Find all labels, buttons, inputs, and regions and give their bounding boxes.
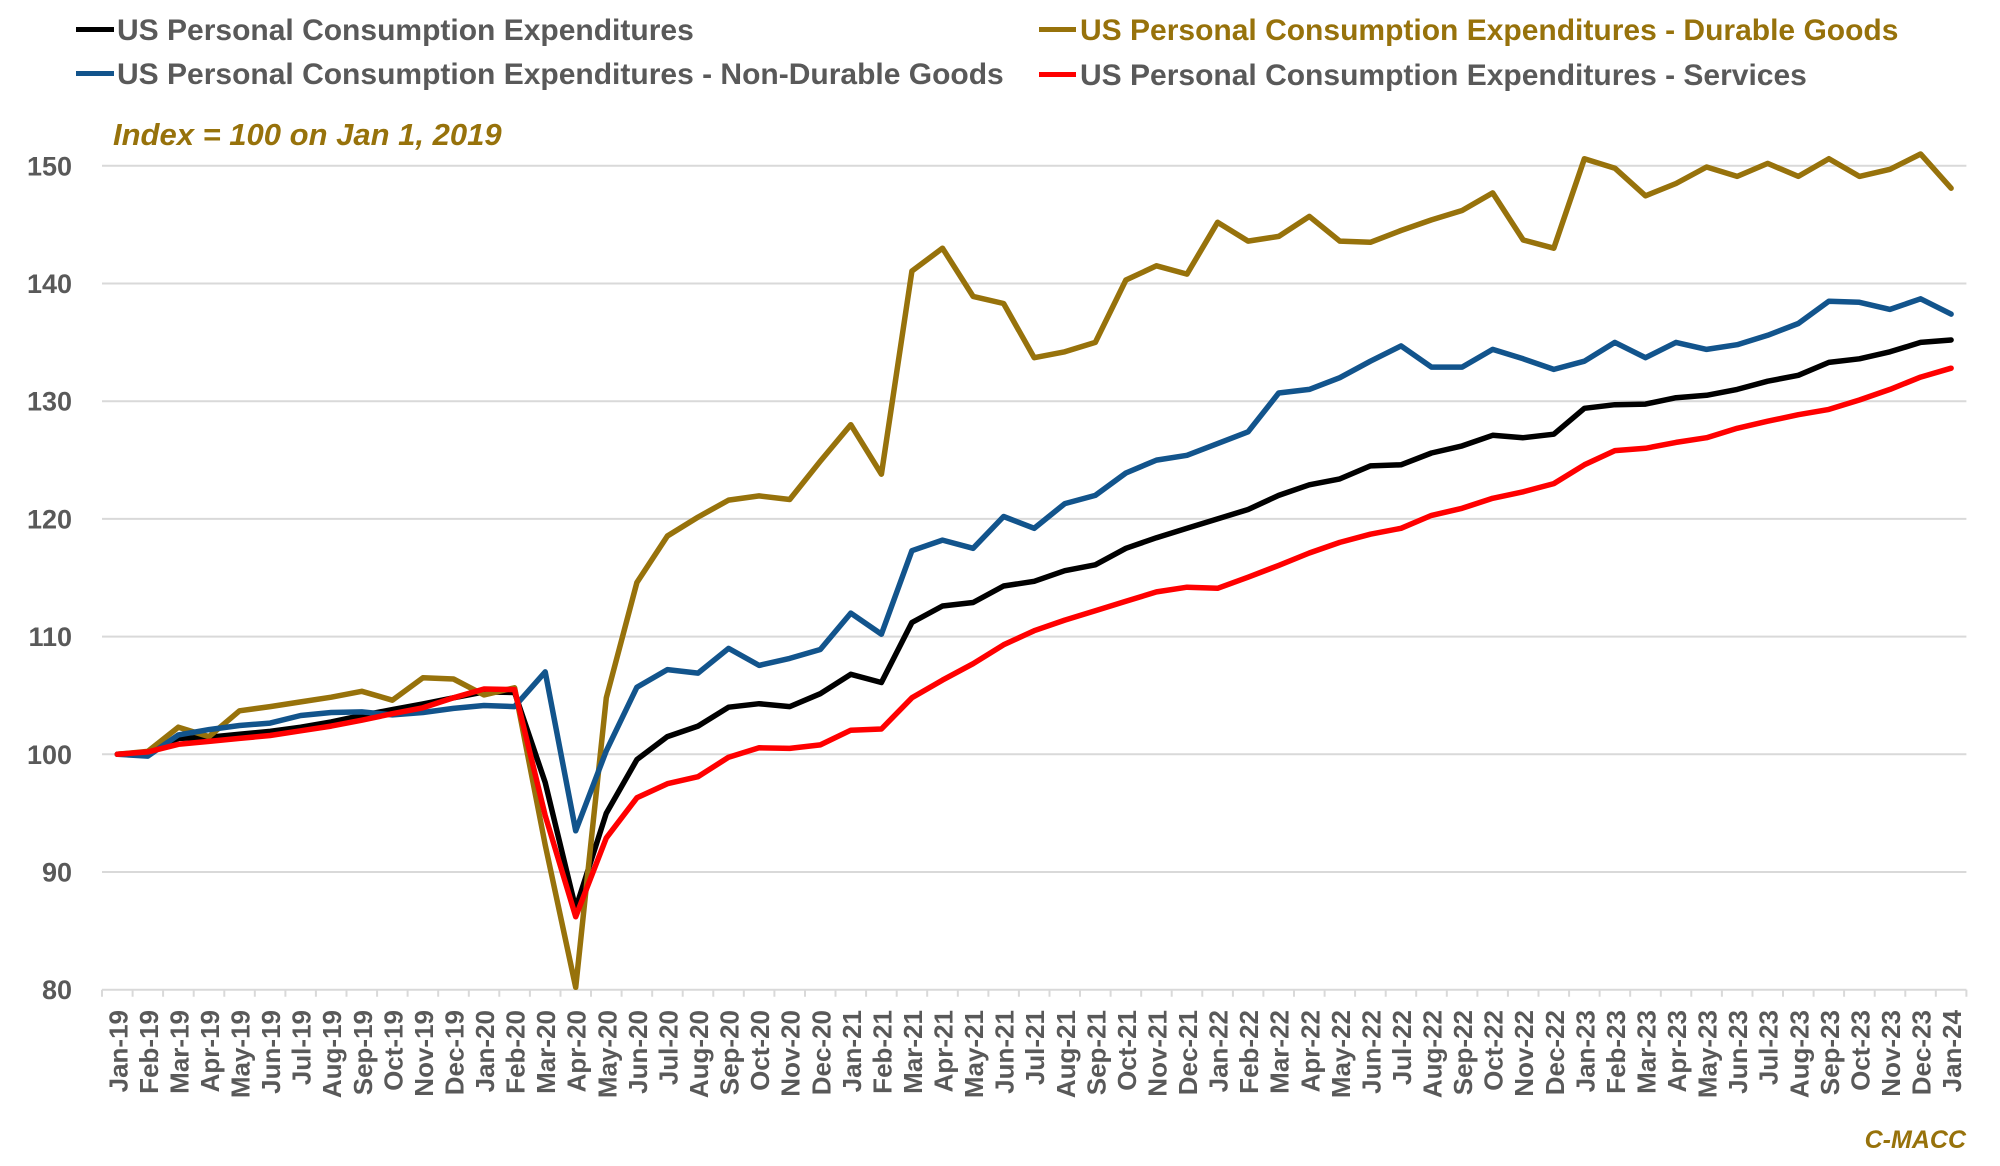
svg-text:Jan-20: Jan-20 <box>470 1010 500 1092</box>
svg-text:May-22: May-22 <box>1326 1010 1356 1098</box>
svg-text:Oct-22: Oct-22 <box>1479 1010 1509 1091</box>
svg-text:Jan-21: Jan-21 <box>837 1010 867 1092</box>
svg-text:Dec-19: Dec-19 <box>440 1010 470 1095</box>
svg-text:90: 90 <box>42 858 72 888</box>
svg-text:May-20: May-20 <box>592 1010 622 1098</box>
svg-text:US Personal Consumption Expend: US Personal Consumption Expenditures - D… <box>1080 14 1898 47</box>
svg-text:Nov-21: Nov-21 <box>1143 1010 1173 1097</box>
svg-text:Jun-20: Jun-20 <box>623 1010 653 1094</box>
svg-text:Nov-20: Nov-20 <box>776 1010 806 1097</box>
svg-text:Sep-21: Sep-21 <box>1081 1010 1111 1095</box>
svg-text:130: 130 <box>27 387 72 417</box>
svg-text:Aug-21: Aug-21 <box>1051 1010 1081 1098</box>
svg-text:Apr-22: Apr-22 <box>1295 1010 1325 1092</box>
svg-text:May-23: May-23 <box>1693 1010 1723 1098</box>
svg-text:Oct-21: Oct-21 <box>1112 1010 1142 1091</box>
svg-text:140: 140 <box>27 269 72 299</box>
svg-text:May-19: May-19 <box>226 1010 256 1098</box>
svg-text:May-21: May-21 <box>959 1010 989 1098</box>
svg-text:C-MACC: C-MACC <box>1865 1126 1967 1154</box>
svg-text:Mar-19: Mar-19 <box>164 1010 194 1094</box>
svg-text:US Personal Consumption Expend: US Personal Consumption Expenditures - N… <box>117 58 1004 91</box>
svg-text:Mar-21: Mar-21 <box>898 1010 928 1094</box>
svg-text:Sep-23: Sep-23 <box>1815 1010 1845 1095</box>
svg-text:Oct-20: Oct-20 <box>745 1010 775 1091</box>
svg-text:Mar-23: Mar-23 <box>1632 1010 1662 1094</box>
svg-text:Feb-23: Feb-23 <box>1601 1010 1631 1094</box>
svg-text:Apr-19: Apr-19 <box>195 1010 225 1092</box>
svg-text:Aug-19: Aug-19 <box>317 1010 347 1098</box>
svg-text:Index = 100 on Jan 1, 2019: Index = 100 on Jan 1, 2019 <box>113 117 502 152</box>
svg-text:Mar-22: Mar-22 <box>1265 1010 1295 1094</box>
svg-text:Sep-19: Sep-19 <box>348 1010 378 1095</box>
svg-text:Sep-20: Sep-20 <box>715 1010 745 1095</box>
svg-text:Aug-22: Aug-22 <box>1418 1010 1448 1098</box>
svg-text:100: 100 <box>27 740 72 770</box>
svg-text:Dec-22: Dec-22 <box>1540 1010 1570 1095</box>
svg-text:Jul-23: Jul-23 <box>1754 1010 1784 1085</box>
svg-text:Dec-21: Dec-21 <box>1173 1010 1203 1095</box>
svg-text:Aug-23: Aug-23 <box>1784 1010 1814 1098</box>
svg-text:US Personal Consumption Expend: US Personal Consumption Expenditures <box>117 14 694 47</box>
svg-text:Aug-20: Aug-20 <box>684 1010 714 1098</box>
svg-text:US Personal Consumption Expend: US Personal Consumption Expenditures - S… <box>1080 59 1807 92</box>
svg-text:Jun-23: Jun-23 <box>1723 1010 1753 1094</box>
svg-text:Jun-22: Jun-22 <box>1356 1010 1386 1094</box>
svg-text:80: 80 <box>42 975 72 1005</box>
svg-text:Nov-22: Nov-22 <box>1509 1010 1539 1097</box>
svg-text:110: 110 <box>28 622 72 652</box>
svg-text:Feb-21: Feb-21 <box>867 1010 897 1094</box>
svg-text:Jun-21: Jun-21 <box>990 1010 1020 1094</box>
svg-text:Feb-20: Feb-20 <box>501 1010 531 1094</box>
svg-text:Dec-20: Dec-20 <box>806 1010 836 1095</box>
svg-text:Jul-19: Jul-19 <box>287 1010 317 1085</box>
svg-text:Jan-24: Jan-24 <box>1937 1009 1967 1092</box>
svg-text:Oct-19: Oct-19 <box>378 1010 408 1091</box>
svg-text:Jan-19: Jan-19 <box>103 1010 133 1092</box>
svg-text:Jul-20: Jul-20 <box>653 1010 683 1085</box>
svg-text:Jul-21: Jul-21 <box>1020 1010 1050 1085</box>
svg-text:Feb-22: Feb-22 <box>1234 1010 1264 1094</box>
svg-text:Dec-23: Dec-23 <box>1907 1010 1937 1095</box>
svg-text:Apr-20: Apr-20 <box>562 1010 592 1092</box>
svg-text:Apr-23: Apr-23 <box>1662 1010 1692 1092</box>
svg-text:Sep-22: Sep-22 <box>1448 1010 1478 1095</box>
svg-text:Jan-23: Jan-23 <box>1570 1010 1600 1092</box>
svg-text:Jul-22: Jul-22 <box>1387 1010 1417 1085</box>
svg-text:Apr-21: Apr-21 <box>929 1010 959 1092</box>
svg-text:Jun-19: Jun-19 <box>256 1010 286 1094</box>
svg-text:Oct-23: Oct-23 <box>1845 1010 1875 1091</box>
svg-text:120: 120 <box>27 504 72 534</box>
svg-text:150: 150 <box>27 151 72 181</box>
svg-text:Nov-19: Nov-19 <box>409 1010 439 1097</box>
svg-text:Jan-22: Jan-22 <box>1204 1010 1234 1092</box>
svg-text:Nov-23: Nov-23 <box>1876 1010 1906 1097</box>
svg-text:Feb-19: Feb-19 <box>134 1010 164 1094</box>
svg-text:Mar-20: Mar-20 <box>531 1010 561 1094</box>
